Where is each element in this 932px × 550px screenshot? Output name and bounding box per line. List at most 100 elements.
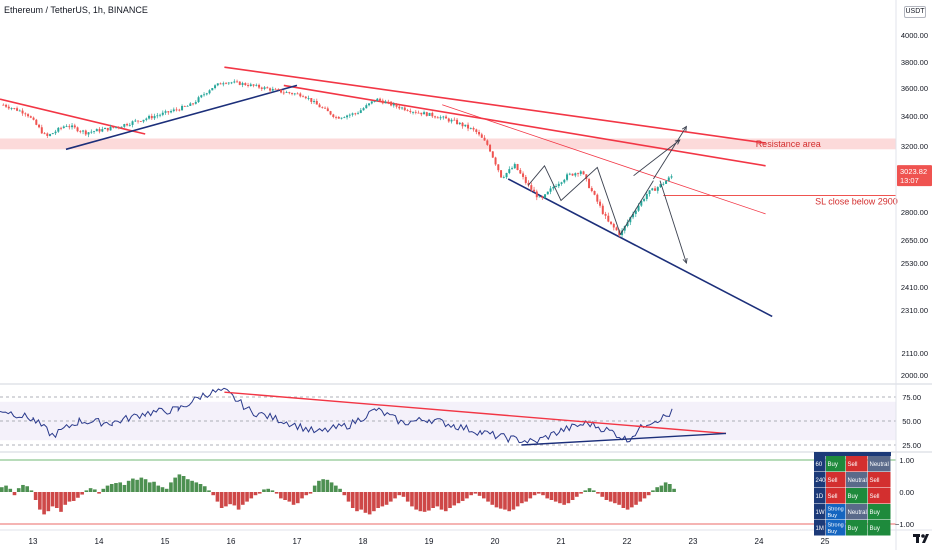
candle-body bbox=[79, 131, 82, 133]
candle-body bbox=[277, 89, 280, 90]
osc-bar bbox=[33, 492, 38, 500]
candle-body bbox=[137, 120, 140, 122]
candle-body bbox=[120, 126, 123, 128]
price-axis[interactable]: 4000.00 3800.00 3600.00 3400.00 3200.00 2800.… bbox=[895, 0, 928, 550]
candle-body bbox=[505, 172, 508, 178]
candle-body bbox=[593, 191, 596, 195]
candle-body bbox=[249, 84, 252, 87]
osc-bar bbox=[321, 479, 325, 492]
candle-body bbox=[483, 137, 486, 141]
candle-body bbox=[607, 215, 610, 222]
candle-body bbox=[420, 112, 423, 115]
rsi-pane bbox=[0, 387, 896, 446]
osc-bar bbox=[448, 492, 452, 508]
candle-body bbox=[145, 118, 148, 120]
osc-bar bbox=[257, 492, 262, 494]
osc-bar bbox=[67, 492, 72, 502]
candle-body bbox=[497, 164, 500, 171]
osc-bar bbox=[202, 486, 207, 492]
osc-bar bbox=[266, 488, 270, 492]
osc-bar bbox=[245, 492, 249, 502]
ratings-cell bbox=[826, 472, 846, 488]
price-tick-label: 2650.00 bbox=[901, 236, 928, 245]
time-axis[interactable]: 13 14 15 16 17 18 19 20 21 22 23 24 25 bbox=[0, 529, 932, 546]
candle-body bbox=[21, 110, 24, 114]
osc-bar bbox=[380, 492, 385, 507]
candle-body bbox=[236, 81, 239, 83]
candle-body bbox=[71, 125, 74, 128]
candle-body bbox=[208, 90, 211, 94]
candle-body bbox=[54, 131, 57, 134]
candle-body bbox=[585, 174, 588, 180]
trendline-upper-descending bbox=[224, 66, 766, 144]
rsi-tick-label: 75.00 bbox=[902, 393, 921, 402]
candle-body bbox=[544, 194, 547, 198]
candle-body bbox=[13, 108, 16, 109]
candle-body bbox=[453, 119, 456, 121]
osc-bar bbox=[668, 484, 672, 492]
candle-body bbox=[123, 124, 126, 127]
candle-body bbox=[98, 129, 101, 132]
osc-bar bbox=[101, 488, 106, 492]
candle-body bbox=[348, 114, 351, 116]
osc-bar bbox=[105, 485, 110, 492]
candle-body bbox=[332, 114, 335, 117]
osc-bar bbox=[401, 492, 406, 497]
osc-bar bbox=[511, 492, 516, 510]
osc-bar bbox=[638, 492, 643, 502]
osc-bar bbox=[241, 492, 245, 505]
candle-body bbox=[511, 168, 514, 170]
oscillator-pane bbox=[0, 459, 896, 525]
osc-bar bbox=[46, 492, 51, 512]
candle-body bbox=[326, 108, 329, 112]
candle-body bbox=[32, 117, 35, 120]
price-tick-label: 2800.00 bbox=[901, 208, 928, 217]
candle-body bbox=[205, 93, 208, 95]
candle-body bbox=[612, 223, 615, 228]
candle-body bbox=[302, 96, 305, 98]
candle-body bbox=[491, 151, 494, 158]
osc-bar bbox=[228, 492, 232, 505]
osc-bar bbox=[503, 492, 507, 510]
candle-body bbox=[654, 188, 657, 191]
osc-bar bbox=[596, 492, 600, 494]
candle-body bbox=[373, 101, 376, 102]
price-tick-label: 3600.00 bbox=[901, 84, 928, 93]
osc-bar bbox=[236, 492, 241, 510]
osc-bar bbox=[418, 492, 423, 512]
candle-body bbox=[288, 92, 291, 94]
ratings-cell-text: 1W bbox=[816, 510, 825, 516]
osc-bar bbox=[325, 479, 330, 492]
candle-body bbox=[376, 98, 379, 102]
candle-body bbox=[340, 117, 343, 119]
candle-body bbox=[167, 111, 170, 113]
ratings-cell bbox=[846, 504, 868, 520]
trendlines bbox=[0, 66, 773, 318]
candle-body bbox=[271, 88, 274, 91]
candle-body bbox=[126, 124, 129, 126]
osc-bar bbox=[655, 487, 659, 492]
ratings-cell-text: Strong bbox=[828, 507, 844, 513]
currency-badge[interactable]: USDT bbox=[904, 6, 926, 18]
candle-body bbox=[225, 83, 228, 85]
price-tick-label: 3200.00 bbox=[901, 142, 928, 151]
osc-bar bbox=[16, 488, 21, 492]
osc-bar bbox=[338, 488, 342, 492]
candle-body bbox=[557, 183, 560, 187]
candle-body bbox=[439, 117, 442, 119]
osc-bar bbox=[287, 492, 292, 502]
projection-arrow-line bbox=[653, 126, 687, 180]
candle-body bbox=[442, 116, 445, 118]
osc-bar bbox=[528, 492, 533, 499]
candle-body bbox=[285, 92, 288, 93]
candle-body bbox=[395, 103, 398, 107]
candle-body bbox=[508, 169, 511, 173]
osc-bar bbox=[465, 492, 469, 499]
candle-body bbox=[469, 127, 472, 129]
osc-bar bbox=[342, 492, 347, 496]
osc-bar bbox=[84, 490, 89, 492]
candle-body bbox=[618, 230, 621, 236]
osc-bar bbox=[587, 488, 592, 492]
candle-body bbox=[131, 121, 134, 125]
